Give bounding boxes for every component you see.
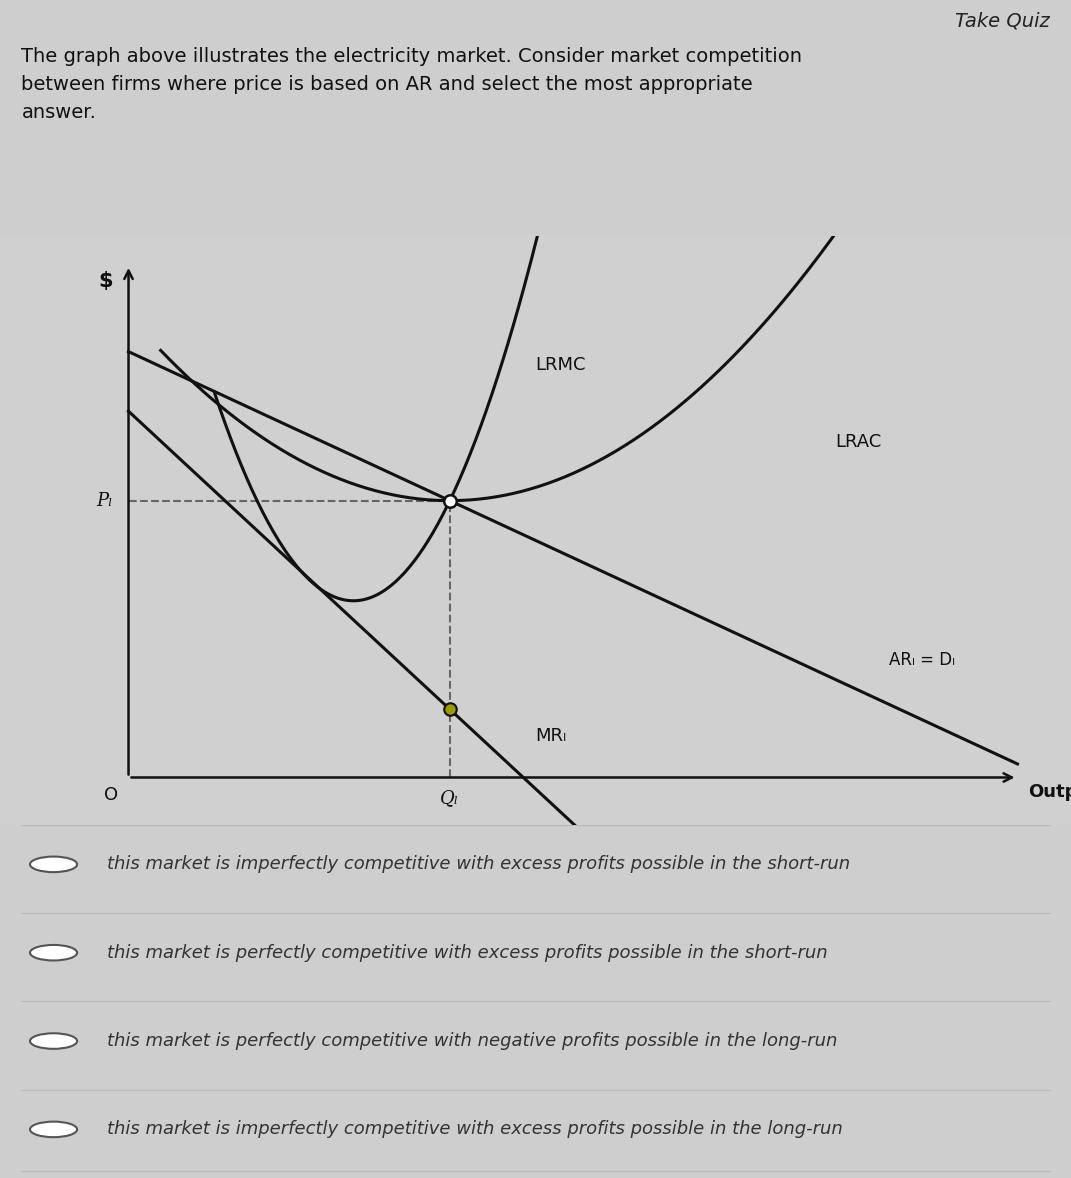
Text: this market is perfectly competitive with negative profits possible in the long-: this market is perfectly competitive wit… — [107, 1032, 838, 1050]
Circle shape — [30, 856, 77, 872]
Text: Output: Output — [1028, 783, 1071, 801]
Text: this market is imperfectly competitive with excess profits possible in the short: this market is imperfectly competitive w… — [107, 855, 850, 873]
Text: MRₗ: MRₗ — [536, 727, 567, 746]
Text: this market is perfectly competitive with excess profits possible in the short-r: this market is perfectly competitive wit… — [107, 944, 828, 961]
Circle shape — [30, 1121, 77, 1137]
Circle shape — [30, 1033, 77, 1048]
Text: O: O — [104, 787, 118, 805]
Text: LRMC: LRMC — [536, 356, 586, 375]
Text: The graph above illustrates the electricity market. Consider market competition
: The graph above illustrates the electric… — [21, 47, 802, 123]
Text: Qₗ: Qₗ — [440, 789, 459, 807]
Text: ARₗ = Dₗ: ARₗ = Dₗ — [889, 650, 955, 669]
Circle shape — [30, 945, 77, 960]
Text: LRAC: LRAC — [835, 432, 881, 451]
Text: Take Quiz: Take Quiz — [955, 12, 1050, 31]
Text: $: $ — [97, 271, 112, 291]
Text: Pₗ: Pₗ — [96, 491, 112, 510]
Text: this market is imperfectly competitive with excess profits possible in the long-: this market is imperfectly competitive w… — [107, 1120, 843, 1138]
